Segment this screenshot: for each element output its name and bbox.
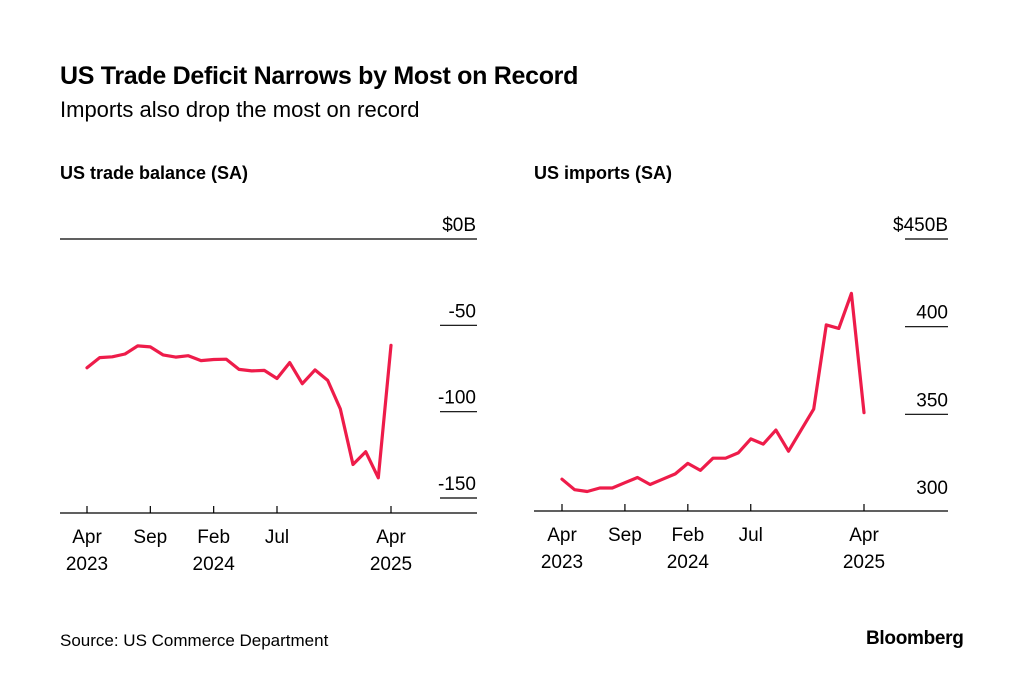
imports-xtick-year-label: 2025 <box>843 552 885 573</box>
balance-xtick-label: Apr <box>72 527 102 548</box>
balance-ytick-label: $0B <box>442 215 476 236</box>
balance-xtick-label: Jul <box>265 527 289 548</box>
imports-panel-title: US imports (SA) <box>534 163 673 183</box>
imports-ytick-label: 300 <box>916 478 948 499</box>
imports-ytick-label: 400 <box>916 303 948 324</box>
imports-xtick-label: Sep <box>608 525 642 546</box>
chart-subtitle: Imports also drop the most on record <box>60 97 420 122</box>
balance-ytick-label: -150 <box>438 474 476 495</box>
chart-title: US Trade Deficit Narrows by Most on Reco… <box>60 62 579 90</box>
imports-ytick-label: $450B <box>893 215 948 236</box>
imports-xtick-label: Feb <box>671 525 704 546</box>
balance-ytick-label: -100 <box>438 388 476 409</box>
imports-series-line <box>560 291 866 494</box>
bloomberg-logo: Bloomberg <box>866 628 964 649</box>
balance-xtick-label: Feb <box>197 527 230 548</box>
imports-xtick-label: Apr <box>547 525 577 546</box>
balance-xtick-year-label: 2025 <box>370 554 412 575</box>
imports-ytick-label: 350 <box>916 390 948 411</box>
balance-series-line <box>85 343 393 480</box>
imports-xtick-year-label: 2024 <box>667 552 710 573</box>
balance-xtick-year-label: 2024 <box>193 554 236 575</box>
imports-xtick-label: Apr <box>849 525 879 546</box>
source-note: Source: US Commerce Department <box>60 631 329 650</box>
imports-xtick-year-label: 2023 <box>541 552 583 573</box>
balance-xtick-label: Sep <box>133 527 167 548</box>
imports-xtick-label: Jul <box>739 525 763 546</box>
balance-xtick-label: Apr <box>376 527 406 548</box>
balance-xtick-year-label: 2023 <box>66 554 108 575</box>
balance-ytick-label: -50 <box>449 301 476 322</box>
trade-balance-panel-title: US trade balance (SA) <box>60 163 249 183</box>
